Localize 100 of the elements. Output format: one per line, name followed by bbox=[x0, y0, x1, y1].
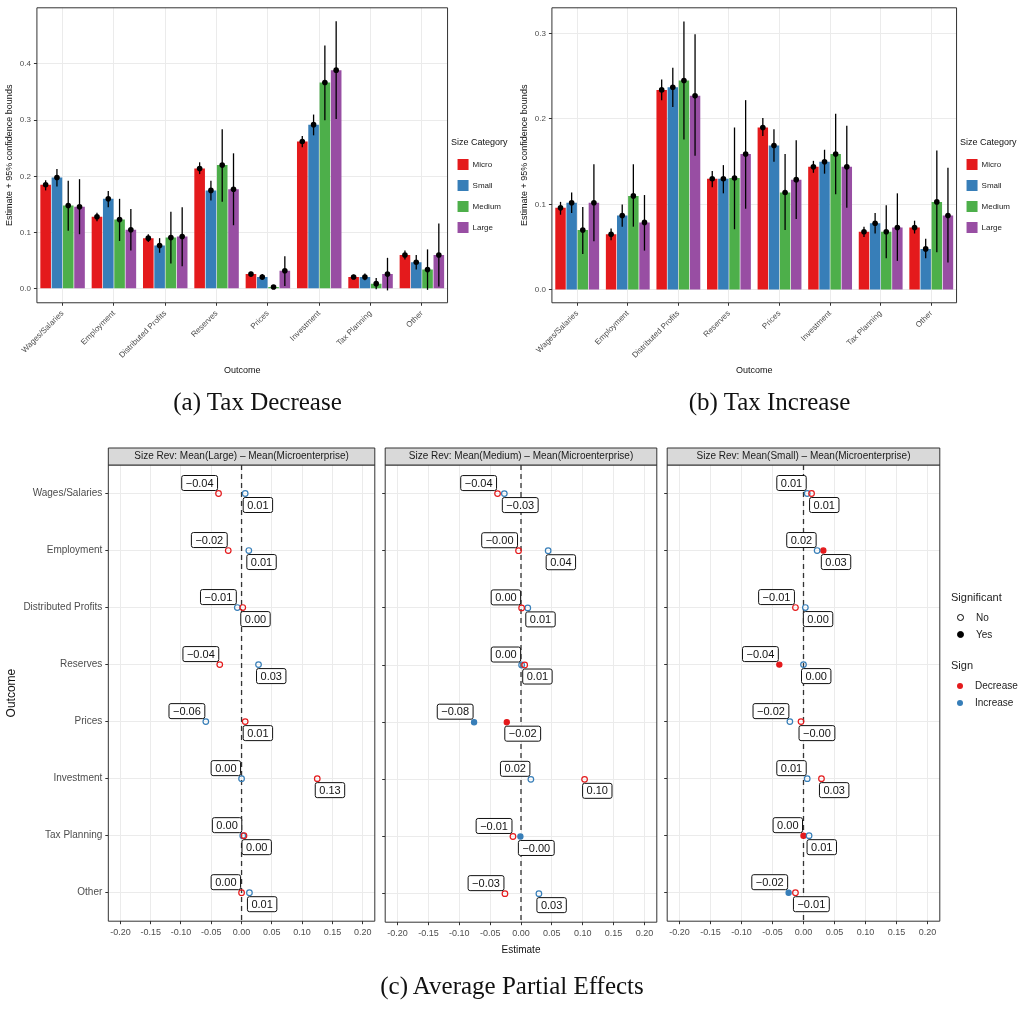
data-label: 0.03 bbox=[260, 669, 282, 682]
data-label: −0.02 bbox=[195, 533, 224, 546]
data-label: 0.00 bbox=[495, 648, 517, 661]
y-tick-label: Other bbox=[77, 886, 103, 898]
data-label: 0.02 bbox=[504, 762, 526, 775]
text: No bbox=[976, 612, 989, 623]
data-label: −0.00 bbox=[803, 726, 831, 739]
x-tick-label: -0.20 bbox=[110, 927, 131, 938]
legend-label: Medium bbox=[981, 201, 1011, 211]
data-label: 0.04 bbox=[550, 555, 572, 568]
y-tick-label: Reserves bbox=[60, 658, 103, 670]
legend-label: Increase bbox=[975, 697, 1014, 708]
data-label: 0.01 bbox=[247, 726, 269, 739]
y-tick-label: 0.3 bbox=[534, 28, 547, 38]
text: (b) Tax Increase bbox=[687, 388, 852, 416]
y-axis-title: Estimate + 95% confidence bounds bbox=[3, 84, 14, 226]
chart-title: Size Rev: Mean(Large) – Mean(Microenterprise) bbox=[134, 450, 349, 462]
data-label: 0.00 bbox=[215, 761, 237, 774]
data-label: −0.01 bbox=[762, 590, 791, 603]
y-tick-label: Prices bbox=[74, 715, 103, 727]
data-label: 0.01 bbox=[780, 761, 803, 774]
x-tick-label: 0.05 bbox=[263, 927, 281, 938]
chart-title: Size Rev: Mean(Small) – Mean(Microenterprise) bbox=[696, 450, 911, 462]
text: (a) Tax Decrease bbox=[172, 388, 343, 416]
data-label: −0.01 bbox=[480, 819, 508, 832]
x-tick-label: 0.20 bbox=[635, 928, 654, 939]
data-label: 0.00 bbox=[777, 818, 799, 831]
legend-label: Large bbox=[981, 222, 1003, 232]
data-label: −0.08 bbox=[441, 705, 470, 718]
x-axis-title: Outcome bbox=[223, 365, 261, 376]
x-tick-label: 0.15 bbox=[887, 927, 906, 938]
x-tick-label: -0.10 bbox=[449, 928, 470, 939]
y-tick-label: 0.2 bbox=[534, 114, 547, 124]
data-label: −0.02 bbox=[755, 875, 784, 888]
data-label: 0.00 bbox=[805, 669, 827, 682]
x-tick-label: -0.05 bbox=[201, 927, 222, 938]
legend-label: Micro bbox=[472, 159, 493, 169]
data-label: 0.01 bbox=[251, 897, 273, 910]
data-label: −0.01 bbox=[204, 590, 233, 603]
data-label: 0.03 bbox=[823, 783, 845, 796]
y-tick-label: Employment bbox=[46, 544, 103, 556]
data-label: −0.02 bbox=[508, 727, 537, 740]
data-label: 0.03 bbox=[825, 555, 847, 568]
data-label: 0.03 bbox=[540, 898, 563, 911]
x-tick-label: -0.15 bbox=[418, 928, 439, 939]
x-tick-label: 0.15 bbox=[323, 927, 342, 938]
x-tick-label: 0.00 bbox=[794, 927, 813, 938]
x-axis-title: Estimate bbox=[501, 943, 541, 955]
y-tick-label: 0.0 bbox=[19, 283, 32, 293]
x-tick-label: 0.00 bbox=[232, 927, 251, 938]
data-label: 0.10 bbox=[586, 784, 608, 797]
y-tick-label: 0.1 bbox=[19, 227, 32, 237]
data-label: 0.01 bbox=[529, 612, 552, 625]
data-label: −0.00 bbox=[522, 841, 551, 854]
data-label: 0.00 bbox=[244, 612, 267, 625]
x-tick-label: -0.05 bbox=[479, 928, 501, 939]
x-tick-label: 0.10 bbox=[293, 927, 311, 938]
y-tick-label: 0.3 bbox=[19, 115, 32, 125]
data-label: −0.03 bbox=[472, 876, 500, 889]
data-label: 0.00 bbox=[807, 612, 829, 625]
data-label: 0.01 bbox=[247, 498, 269, 511]
data-label: 0.01 bbox=[250, 555, 273, 568]
data-label: −0.04 bbox=[464, 476, 493, 489]
legend-label: Micro bbox=[981, 159, 1002, 169]
data-label: 0.00 bbox=[495, 590, 517, 603]
data-label: −0.03 bbox=[506, 498, 535, 511]
x-tick-label: 0.10 bbox=[856, 927, 875, 938]
legend-label: Small bbox=[981, 180, 1002, 190]
y-tick-label: 0.0 bbox=[534, 285, 547, 295]
data-label: −0.04 bbox=[186, 647, 215, 660]
y-tick-label: 0.1 bbox=[534, 199, 547, 209]
data-label: −0.06 bbox=[172, 704, 201, 717]
data-label: −0.04 bbox=[746, 647, 775, 660]
text: (c) Average Partial Effects bbox=[379, 972, 645, 1000]
legend-label: Large bbox=[472, 222, 494, 232]
x-tick-label: 0.20 bbox=[918, 927, 937, 938]
data-label: −0.02 bbox=[757, 704, 785, 717]
x-tick-label: -0.05 bbox=[762, 927, 783, 938]
data-label: −0.01 bbox=[797, 897, 826, 910]
data-label: 0.02 bbox=[790, 533, 813, 546]
x-tick-label: -0.20 bbox=[387, 928, 408, 939]
x-tick-label: 0.10 bbox=[573, 928, 592, 939]
data-label: 0.13 bbox=[319, 783, 341, 796]
legend-label: Small bbox=[472, 180, 493, 190]
y-axis-title: Estimate + 95% confidence bounds bbox=[518, 84, 529, 226]
x-tick-label: -0.10 bbox=[731, 927, 752, 938]
data-label: 0.00 bbox=[216, 818, 238, 831]
x-axis-title: Outcome bbox=[735, 365, 773, 376]
legend-title: Size Category bbox=[451, 137, 509, 148]
text: Significant bbox=[951, 591, 1003, 603]
chart-title: Size Rev: Mean(Medium) – Mean(Microenterprise) bbox=[408, 450, 634, 462]
y-tick-label: Distributed Profits bbox=[23, 601, 103, 613]
data-label: 0.01 bbox=[813, 498, 835, 511]
x-tick-label: 0.20 bbox=[353, 927, 372, 938]
x-tick-label: 0.00 bbox=[512, 928, 530, 939]
x-tick-label: 0.05 bbox=[825, 927, 844, 938]
data-label: −0.00 bbox=[485, 533, 514, 546]
data-label: 0.00 bbox=[215, 875, 237, 888]
text: Yes bbox=[976, 629, 993, 640]
x-tick-label: 0.15 bbox=[604, 928, 623, 939]
